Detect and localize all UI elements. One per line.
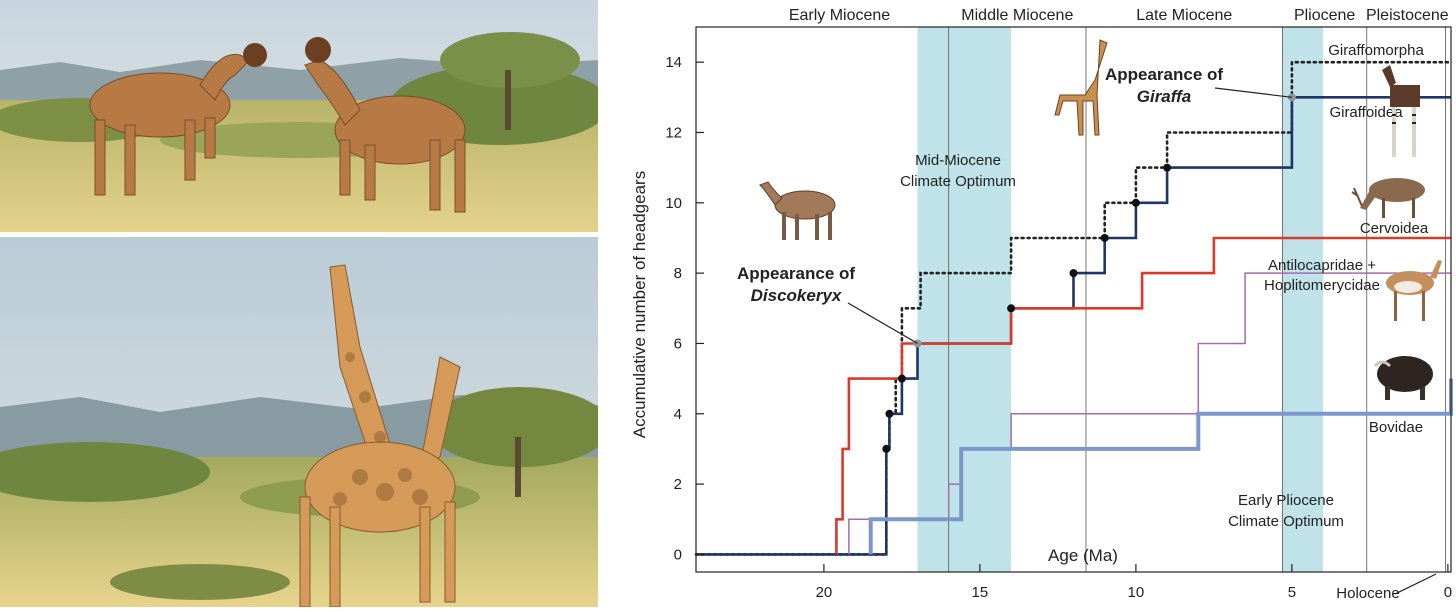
climate-band-label: Climate Optimum (900, 173, 1016, 190)
y-tick-label: 12 (665, 124, 682, 141)
x-tick-label: 20 (816, 584, 833, 601)
series-label: Bovidae (1369, 419, 1423, 436)
giraffoidea-line (696, 96, 1451, 556)
annotation-text: Giraffa (1137, 87, 1192, 106)
data-point (1069, 269, 1078, 278)
climate-band-label: Mid-Miocene (915, 152, 1001, 169)
annotation-leader (1214, 87, 1292, 98)
climate-band (917, 27, 1012, 572)
y-axis-label: Accumulative number of headgears (630, 171, 649, 438)
giraffomorpha-line (694, 60, 1453, 556)
pronghorn-icon (1386, 260, 1442, 321)
holocene-arrow (1394, 573, 1437, 595)
x-tick-label: 10 (1128, 584, 1145, 601)
series-label: Giraffoidea (1329, 104, 1403, 121)
annotation-text: Discokeryx (751, 286, 843, 305)
y-tick-label: 14 (665, 54, 682, 71)
epoch-label: Late Miocene (1136, 7, 1232, 24)
annotation-text: Appearance of (1105, 65, 1223, 84)
epoch-label: Pleistocene (1366, 7, 1449, 24)
data-point (882, 444, 891, 453)
x-axis-label: Age (Ma) (1048, 546, 1118, 565)
annotation-leader (847, 302, 918, 344)
data-point (913, 339, 922, 348)
musk-ox-icon (1373, 356, 1433, 400)
epoch-label: Pliocene (1294, 7, 1355, 24)
discokeryx-icon (759, 181, 836, 240)
x-tick-label: 15 (972, 584, 989, 601)
series-label: Giraffomorpha (1328, 42, 1424, 59)
y-tick-label: 10 (665, 195, 682, 212)
headgear-chart: 0 2 4 6 8 10 12 14 20 15 10 5 0 Age (Ma) Accumulative … (600, 0, 1456, 607)
y-tick-label: 2 (674, 476, 682, 493)
data-point (1100, 233, 1109, 242)
giraffe-icon (1054, 39, 1108, 136)
deer-icon (1351, 178, 1425, 218)
data-point (885, 409, 894, 418)
antilocapridae-label: Antilocapridae + Hoplitomerycidae (1264, 257, 1380, 294)
okapi-icon (1382, 65, 1420, 157)
y-tick-label: 8 (674, 265, 682, 282)
climate-band-label: Climate Optimum (1228, 513, 1344, 530)
epoch-label: Middle Miocene (961, 7, 1073, 24)
data-point (1131, 198, 1140, 207)
giraffe-illustration (0, 237, 598, 607)
y-tick-label: 6 (674, 335, 682, 352)
discokeryx-illustration (0, 0, 598, 232)
epoch-label: Early Miocene (789, 7, 890, 24)
climate-band (1282, 27, 1324, 572)
x-tick-label: 5 (1288, 584, 1296, 601)
series-label: Cervoidea (1360, 220, 1429, 237)
y-tick-label: 4 (674, 406, 682, 423)
holocene-label: Holocene (1336, 585, 1399, 602)
annotation-text: Appearance of (737, 264, 855, 283)
data-point (1007, 304, 1016, 313)
plot-frame (695, 26, 1452, 573)
bovidae-line (868, 378, 1453, 555)
data-point (1163, 163, 1172, 172)
y-tick-label: 0 (674, 546, 682, 563)
x-tick-label: 0 (1444, 584, 1452, 601)
chart-canvas: 0 2 4 6 8 10 12 14 20 15 10 5 0 Age (Ma) Accumulative … (630, 7, 1453, 602)
climate-band-label: Early Pliocene (1238, 492, 1334, 509)
data-point (897, 374, 906, 383)
